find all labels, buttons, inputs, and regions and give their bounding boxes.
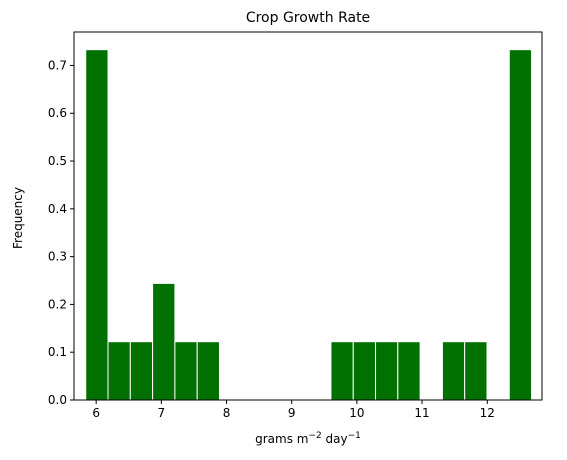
- histogram-bar-14: [397, 341, 421, 401]
- histogram-bar-0: [85, 49, 109, 401]
- histogram-bar-16: [441, 341, 466, 401]
- x-tick-label: 7: [158, 406, 166, 420]
- histogram-bar-17: [464, 341, 488, 401]
- x-tick-label: 10: [349, 406, 364, 420]
- histogram-bar-12: [352, 341, 377, 401]
- histogram-bar-1: [107, 341, 131, 401]
- x-tick-label: 9: [288, 406, 296, 420]
- x-tick-label: 8: [223, 406, 231, 420]
- y-tick-label: 0.4: [48, 202, 67, 216]
- x-tick-label: 12: [480, 406, 495, 420]
- axes-frame: [73, 31, 543, 401]
- y-tick-label: 0.1: [48, 345, 67, 359]
- y-axis-ticks: 0.0 0.1 0.2 0.3 0.4 0.5 0.6 0.7: [48, 58, 74, 407]
- y-axis-label: Frequency: [11, 187, 25, 249]
- x-tick-label: 11: [414, 406, 429, 420]
- histogram-bar-11: [330, 341, 354, 401]
- bars-group: [85, 49, 533, 401]
- y-tick-label: 0.5: [48, 154, 67, 168]
- x-axis-ticks: 6 7 8 9 10 11 12: [92, 400, 495, 420]
- chart-title: Crop Growth Rate: [246, 10, 370, 26]
- histogram-bar-2: [129, 341, 154, 401]
- y-tick-label: 0.6: [48, 106, 67, 120]
- histogram-bar-13: [375, 341, 399, 401]
- y-tick-label: 0.0: [48, 393, 67, 407]
- histogram-bar-19: [508, 49, 533, 401]
- x-tick-label: 6: [92, 406, 100, 420]
- y-tick-label: 0.2: [48, 297, 67, 311]
- x-axis-label: grams m−2 day−1: [255, 431, 361, 446]
- histogram-bar-3: [152, 282, 176, 401]
- y-tick-label: 0.3: [48, 250, 67, 264]
- histogram-bar-4: [174, 341, 198, 401]
- histogram-bar-5: [196, 341, 220, 401]
- y-tick-label: 0.7: [48, 58, 67, 72]
